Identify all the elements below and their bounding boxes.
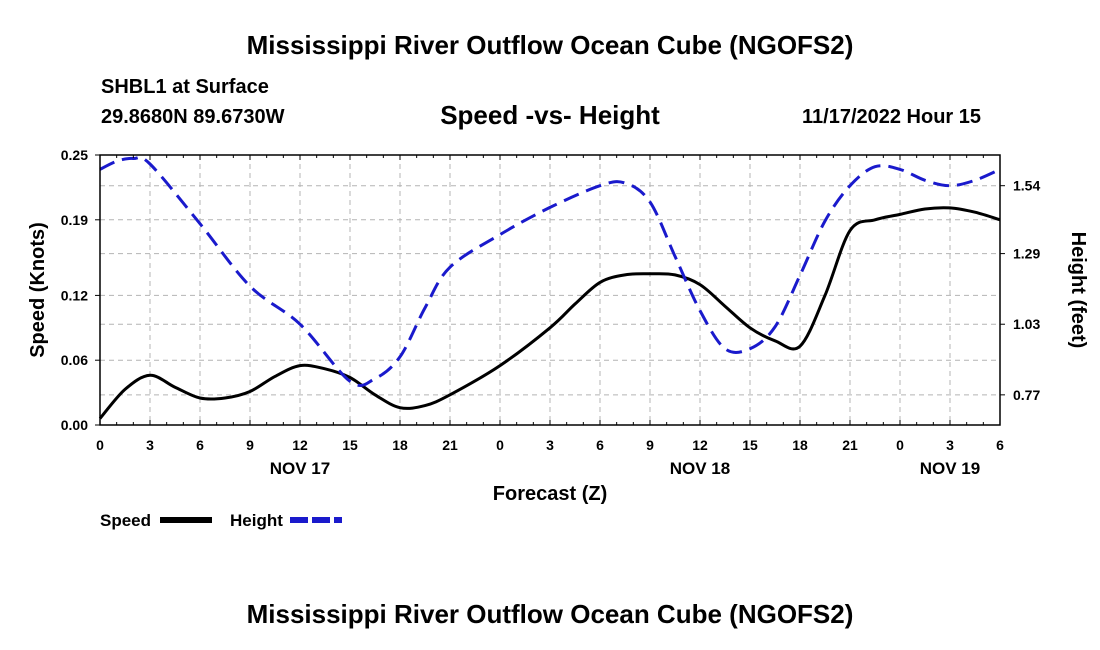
chart-legend: Speed Height: [100, 511, 342, 530]
chart-subtitle: Speed -vs- Height: [440, 100, 660, 130]
y-tick-label-left: 0.12: [61, 287, 88, 303]
chart-series: [98, 155, 1001, 420]
x-tick-label: 15: [342, 437, 358, 453]
height-series-line: [99, 155, 1001, 387]
y-axis-title-left: Speed (Knots): [27, 222, 49, 358]
x-tick-label: 15: [742, 437, 758, 453]
y-tick-label-right: 1.03: [1013, 316, 1040, 332]
y-tick-label-right: 1.54: [1013, 178, 1040, 194]
station-label: SHBL1 at Surface: [101, 76, 269, 98]
legend-label-height: Height: [230, 511, 283, 530]
y-tick-label-right: 1.29: [1013, 246, 1040, 262]
y-tick-label-left: 0.00: [61, 417, 88, 433]
x-axis-title: Forecast (Z): [493, 483, 607, 505]
x-tick-label: 0: [96, 437, 104, 453]
y-tick-label-left: 0.19: [61, 212, 88, 228]
x-tick-label: 12: [292, 437, 308, 453]
chart-ticks: [95, 154, 1005, 426]
station-coordinates: 29.8680N 89.6730W: [101, 106, 285, 128]
x-tick-label: 3: [546, 437, 554, 453]
y-tick-label-left: 0.06: [61, 352, 88, 368]
x-tick-label: 21: [442, 437, 458, 453]
x-tick-label: 6: [596, 437, 604, 453]
speed-height-chart: 0 3 6 9 12 15 18 21 0 3 6 9 12 15 18 21 0 3 6 0.00 0.06 0.12 0…: [27, 147, 1089, 530]
x-tick-label: 0: [896, 437, 904, 453]
y-tick-label-right: 0.77: [1013, 387, 1040, 403]
x-tick-label: 12: [692, 437, 708, 453]
page-title: Mississippi River Outflow Ocean Cube (NG…: [246, 30, 854, 60]
x-tick-label: 18: [792, 437, 808, 453]
chart-grid: [100, 155, 1000, 425]
y-tick-label-left: 0.25: [61, 147, 88, 163]
x-tick-label: 21: [842, 437, 858, 453]
date-label: NOV 17: [270, 459, 330, 478]
date-label: NOV 18: [670, 459, 730, 478]
x-tick-label: 6: [996, 437, 1004, 453]
speed-series-line: [98, 206, 1001, 420]
date-label: NOV 19: [920, 459, 980, 478]
legend-label-speed: Speed: [100, 511, 151, 530]
repeated-page-title: Mississippi River Outflow Ocean Cube (NG…: [246, 599, 854, 629]
x-tick-label: 3: [946, 437, 954, 453]
x-tick-label: 9: [246, 437, 254, 453]
forecast-datetime: 11/17/2022 Hour 15: [802, 106, 982, 128]
x-tick-label: 0: [496, 437, 504, 453]
y-axis-title-right: Height (feet): [1067, 232, 1089, 349]
x-tick-label: 9: [646, 437, 654, 453]
x-tick-label: 18: [392, 437, 408, 453]
x-tick-label: 3: [146, 437, 154, 453]
x-tick-label: 6: [196, 437, 204, 453]
chart-labels: 0 3 6 9 12 15 18 21 0 3 6 9 12 15 18 21 0 3 6 0.00 0.06 0.12 0…: [27, 147, 1089, 505]
